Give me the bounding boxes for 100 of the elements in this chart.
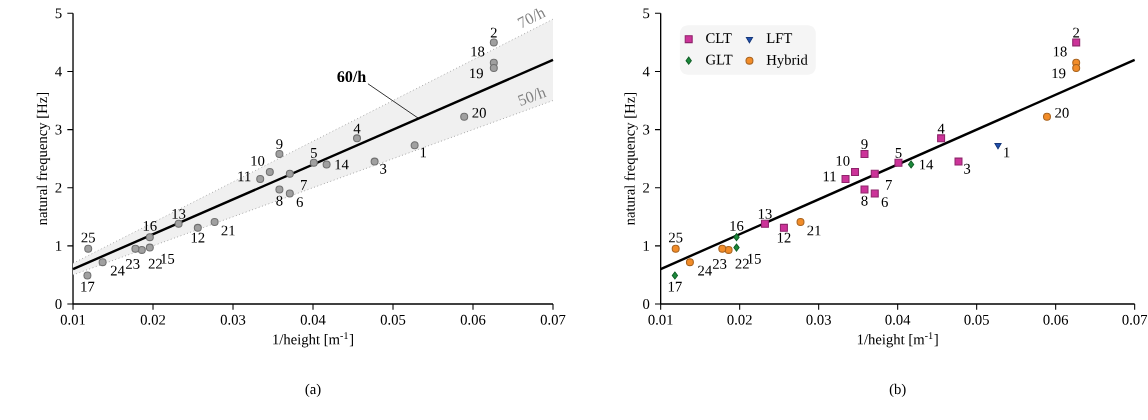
annotation: 25 [81, 232, 95, 243]
point [285, 169, 294, 178]
annotation: 2 [1073, 27, 1080, 38]
x-tick-label: 0.02 [727, 314, 752, 325]
point [733, 233, 740, 242]
annotation: 9 [276, 139, 283, 150]
x-tick-label: 0.06 [1043, 314, 1069, 325]
point [275, 150, 284, 159]
x-axis-title: 1/height [m$^{-1}$] [273, 332, 353, 348]
point [370, 157, 379, 166]
point [1042, 112, 1051, 121]
annotation: 9 [861, 139, 868, 150]
text: 60/h [337, 70, 366, 83]
point [489, 38, 498, 47]
annotation: 18 [471, 46, 485, 57]
point [410, 141, 419, 150]
x-tick-label: 0.03 [806, 314, 831, 325]
annotation: 8 [861, 195, 868, 206]
point [1072, 63, 1081, 72]
point [210, 218, 219, 227]
annotation: 14 [335, 159, 349, 170]
annotation: 3 [380, 163, 387, 174]
point [760, 219, 769, 228]
point [460, 112, 469, 121]
annotation: 15 [161, 253, 175, 264]
annotation: 8 [276, 195, 283, 206]
annotation: 16 [730, 221, 744, 231]
point [954, 157, 963, 166]
annotation: 17 [668, 281, 682, 292]
point [937, 134, 946, 143]
annotation: 13 [172, 208, 186, 219]
legend-label: Hybrid [766, 54, 808, 68]
y-axis-title: natural frequency [Hz] [36, 92, 51, 226]
point [870, 169, 879, 178]
annotation: 10 [836, 155, 850, 166]
y-axis-title: natural frequency [Hz] [624, 92, 638, 226]
x-tick-label: 0.02 [140, 314, 166, 325]
annotation: 18 [1053, 46, 1067, 57]
x-tick-label: 0.01 [60, 314, 85, 325]
legend-label: CLT [706, 33, 732, 44]
annotation: 21 [807, 225, 821, 236]
annotation: 6 [296, 197, 303, 207]
annotation: 7 [301, 180, 307, 190]
annotation: 19 [470, 68, 483, 79]
point [841, 175, 850, 184]
y-tick-label: 4 [55, 66, 62, 77]
annotation: 20 [472, 107, 486, 118]
point [860, 185, 869, 194]
x-tick-label: 0.04 [885, 314, 911, 325]
annotation: 21 [221, 225, 235, 236]
point [98, 258, 107, 267]
annotation: 22 [148, 258, 162, 269]
annotation: 24 [110, 265, 125, 276]
y-tick-label: 2 [643, 182, 650, 193]
annotation: 5 [895, 148, 902, 158]
y-tick-label: 0 [643, 299, 650, 309]
point [894, 158, 903, 167]
x-tick-label: 0.04 [300, 314, 326, 325]
annotation: 14 [920, 159, 934, 170]
point [851, 168, 860, 177]
x-axis-title: 1/height [m$^{-1}$] [857, 332, 938, 348]
point [322, 160, 331, 169]
y-tick-label: 1 [56, 241, 62, 251]
y-tick-label: 2 [55, 182, 62, 193]
text: 50/h [517, 87, 547, 106]
text: 70/h [517, 8, 547, 28]
point [860, 150, 869, 159]
point [724, 245, 733, 254]
annotation: 17 [81, 281, 95, 292]
x-tick-label: 0.06 [460, 314, 486, 325]
point [671, 271, 679, 280]
x-tick-label: 0.07 [540, 314, 566, 325]
legend-label: LFT [766, 33, 793, 43]
annotation: 6 [881, 197, 888, 207]
point [131, 244, 140, 253]
point [83, 271, 92, 280]
point [285, 189, 294, 198]
annotation: 19 [1052, 68, 1066, 79]
point [353, 134, 362, 143]
text: (a) [305, 383, 321, 398]
x-tick-label: 0.03 [220, 314, 246, 325]
y-tick-label: 5 [643, 8, 650, 19]
annotation: 1 [1004, 147, 1010, 158]
x-tick-label: 0.01 [648, 314, 673, 325]
annotation: 13 [758, 208, 772, 219]
annotation: 20 [1055, 107, 1069, 118]
point [671, 244, 680, 253]
point [733, 243, 740, 252]
annotation: 23 [712, 259, 727, 269]
annotation: 1 [420, 147, 426, 158]
point [137, 245, 146, 254]
point [193, 223, 202, 232]
annotation: 4 [353, 123, 361, 134]
y-tick-label: 3 [55, 124, 62, 135]
annotation: 22 [735, 258, 749, 269]
annotation: 12 [777, 232, 791, 243]
point [145, 243, 154, 252]
point [907, 160, 915, 169]
point [779, 223, 788, 232]
point [145, 233, 154, 242]
